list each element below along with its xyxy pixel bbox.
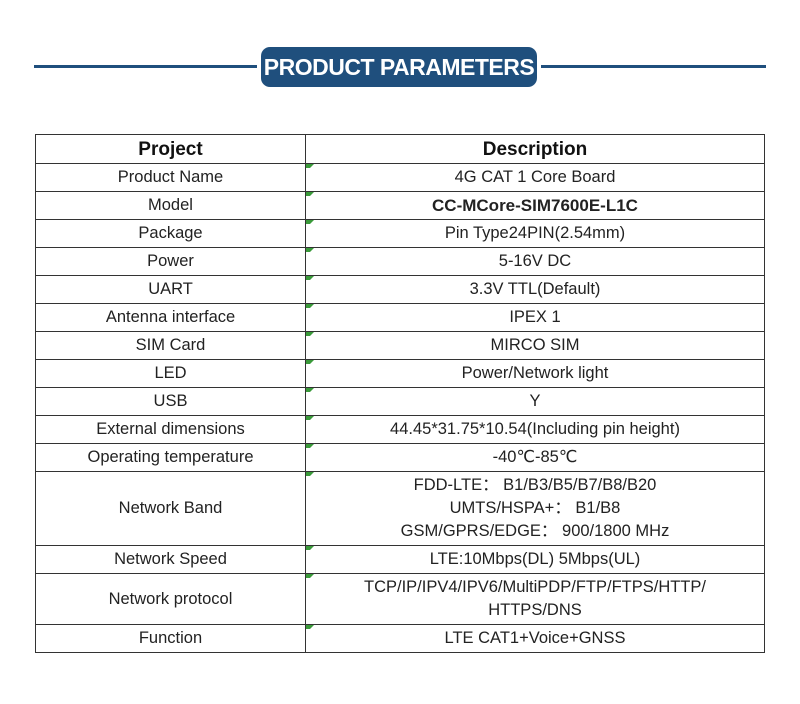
parameter-value: Pin Type24PIN(2.54mm)	[305, 219, 765, 248]
parameter-value: 4G CAT 1 Core Board	[305, 163, 765, 192]
parameters-table: Project Description Product Name 4G CAT 1…	[35, 134, 765, 653]
parameter-value-line: CC-MCore-SIM7600E-L1C	[432, 196, 638, 215]
parameter-value-line: TCP/IP/IPV4/IPV6/MultiPDP/FTP/FTPS/HTTP/	[364, 578, 706, 596]
table-row: Power 5-16V DC	[35, 247, 765, 276]
parameter-value-line: 4G CAT 1 Core Board	[454, 168, 616, 186]
parameter-value-line: 5-16V DC	[498, 252, 572, 270]
column-header-project: Project	[35, 134, 306, 164]
header-badge: PRODUCT PARAMETERS	[257, 43, 541, 91]
parameter-label: Product Name	[35, 163, 306, 192]
parameter-value-line: 44.45*31.75*10.54(Including pin height)	[390, 420, 680, 438]
table-row: Product Name 4G CAT 1 Core Board	[35, 163, 765, 192]
parameter-label: Model	[35, 191, 306, 220]
table-row: Package Pin Type24PIN(2.54mm)	[35, 219, 765, 248]
column-header-description: Description	[305, 134, 765, 164]
table-row: Function LTE CAT1+Voice+GNSS	[35, 624, 765, 653]
table-row: USB Y	[35, 387, 765, 416]
table-row: Network Band FDD-LTE： B1/B3/B5/B7/B8/B20 U…	[35, 471, 765, 546]
parameter-value-line: LTE:10Mbps(DL) 5Mbps(UL)	[429, 550, 641, 568]
header-badge-inner: PRODUCT PARAMETERS	[261, 47, 537, 87]
parameter-value: MIRCO SIM	[305, 331, 765, 360]
parameter-label: Function	[35, 624, 306, 653]
parameter-value-line: MIRCO SIM	[490, 336, 580, 354]
parameter-value-line: HTTPS/DNS	[488, 601, 582, 619]
table-row: Antenna interface IPEX 1	[35, 303, 765, 332]
table-row: LED Power/Network light	[35, 359, 765, 388]
parameter-value: TCP/IP/IPV4/IPV6/MultiPDP/FTP/FTPS/HTTP/…	[305, 573, 765, 625]
parameter-value: 44.45*31.75*10.54(Including pin height)	[305, 415, 765, 444]
parameter-value: CC-MCore-SIM7600E-L1C	[305, 191, 765, 220]
table-row: Model CC-MCore-SIM7600E-L1C	[35, 191, 765, 220]
parameter-label: Network protocol	[35, 573, 306, 625]
parameter-label: Package	[35, 219, 306, 248]
parameter-value-line: -40℃-85℃	[492, 448, 578, 466]
parameter-label: USB	[35, 387, 306, 416]
parameter-label: Network Band	[35, 471, 306, 546]
parameter-value-line: Pin Type24PIN(2.54mm)	[444, 224, 626, 242]
parameter-label: External dimensions	[35, 415, 306, 444]
parameter-label: Antenna interface	[35, 303, 306, 332]
parameter-value-line: FDD-LTE： B1/B3/B5/B7/B8/B20	[413, 476, 657, 494]
parameter-value: FDD-LTE： B1/B3/B5/B7/B8/B20 UMTS/HSPA+： B…	[305, 471, 765, 546]
table-header-row: Project Description	[35, 134, 765, 164]
page-title: PRODUCT PARAMETERS	[263, 53, 535, 80]
table-row: Operating temperature -40℃-85℃	[35, 443, 765, 472]
parameter-value: -40℃-85℃	[305, 443, 765, 472]
parameter-value: 3.3V TTL(Default)	[305, 275, 765, 304]
parameter-value-line: GSM/GPRS/EDGE： 900/1800 MHz	[400, 522, 670, 540]
table-row: Network Speed LTE:10Mbps(DL) 5Mbps(UL)	[35, 545, 765, 574]
parameter-label: Network Speed	[35, 545, 306, 574]
table-row: Network protocol TCP/IP/IPV4/IPV6/MultiPD…	[35, 573, 765, 625]
parameter-label: LED	[35, 359, 306, 388]
parameter-value-line: Power/Network light	[461, 364, 609, 382]
parameter-value: Y	[305, 387, 765, 416]
table-row: UART 3.3V TTL(Default)	[35, 275, 765, 304]
table-row: External dimensions 44.45*31.75*10.54(Inc…	[35, 415, 765, 444]
parameter-value-line: UMTS/HSPA+： B1/B8	[449, 499, 621, 517]
parameter-label: SIM Card	[35, 331, 306, 360]
parameter-label: Operating temperature	[35, 443, 306, 472]
parameter-value-line: Y	[529, 392, 541, 410]
parameter-value: LTE:10Mbps(DL) 5Mbps(UL)	[305, 545, 765, 574]
parameter-value: LTE CAT1+Voice+GNSS	[305, 624, 765, 653]
parameter-label: UART	[35, 275, 306, 304]
parameter-label: Power	[35, 247, 306, 276]
parameter-value-line: LTE CAT1+Voice+GNSS	[444, 629, 626, 647]
parameter-value-line: 3.3V TTL(Default)	[469, 280, 601, 298]
parameter-value: IPEX 1	[305, 303, 765, 332]
parameter-value: 5-16V DC	[305, 247, 765, 276]
table-row: SIM Card MIRCO SIM	[35, 331, 765, 360]
parameter-value: Power/Network light	[305, 359, 765, 388]
parameter-value-line: IPEX 1	[509, 308, 561, 326]
